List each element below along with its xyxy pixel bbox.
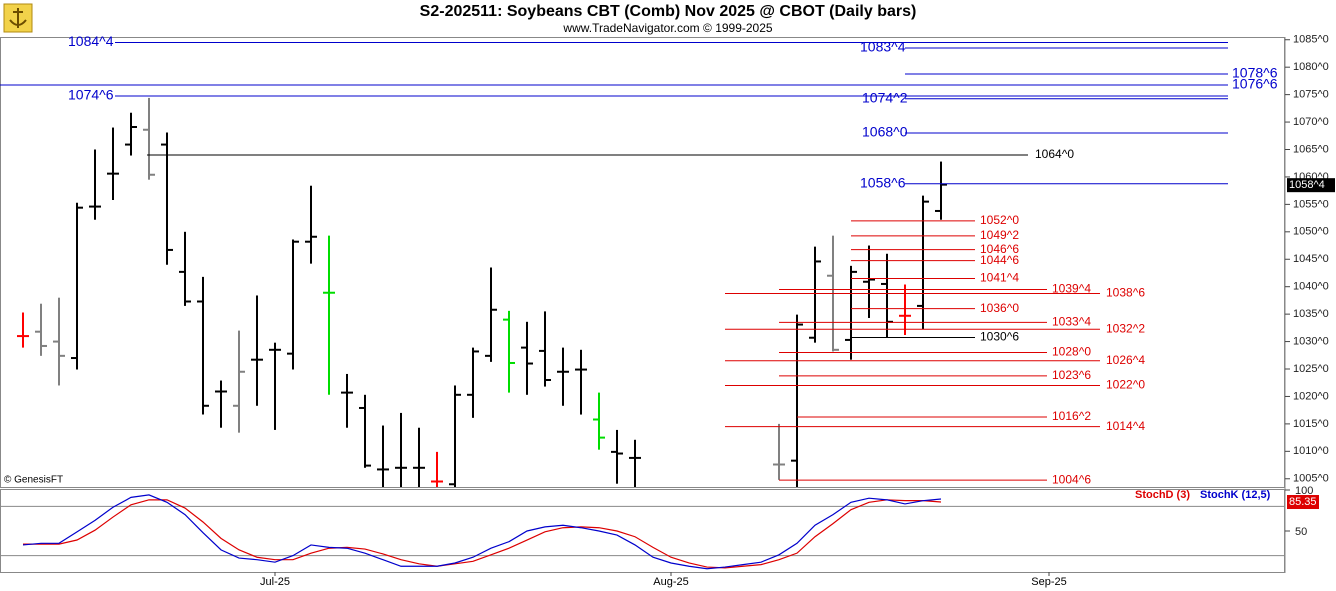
level-label: 1049^2: [980, 228, 1019, 242]
y-tick-label: 1065^0: [1293, 143, 1329, 155]
y-tick-label: 1070^0: [1293, 116, 1329, 128]
level-label: 1032^2: [1106, 321, 1145, 335]
y-tick-label: 1080^0: [1293, 61, 1329, 73]
level-label: 1038^6: [1106, 286, 1145, 300]
last-price-label: 1058^4: [1289, 179, 1325, 191]
y-tick-label: 1010^0: [1293, 445, 1329, 457]
y-tick-label: 1055^0: [1293, 198, 1329, 210]
level-label: 1074^2: [862, 89, 908, 105]
y-tick-label: 1085^0: [1293, 34, 1329, 46]
y-tick-label: 1035^0: [1293, 308, 1329, 320]
level-label: 1058^6: [860, 175, 906, 191]
last-price-box: [1287, 178, 1335, 193]
y-tick-label: 50: [1295, 526, 1307, 538]
level-label: 1074^6: [68, 87, 114, 103]
level-label: 1046^6: [980, 242, 1019, 256]
x-tick-label: Sep-25: [1031, 576, 1066, 588]
y-tick-label: 1030^0: [1293, 335, 1329, 347]
chart-title: S2-202511: Soybeans CBT (Comb) Nov 2025 …: [420, 3, 917, 20]
stoch-line: [22, 494, 942, 570]
level-label: 1084^4: [68, 33, 114, 49]
level-label: 1036^0: [980, 301, 1019, 315]
y-tick-label: 100: [1295, 485, 1313, 497]
x-tick-label: Aug-25: [653, 576, 688, 588]
level-label: 1044^6: [980, 253, 1019, 267]
level-label: 1052^0: [980, 213, 1019, 227]
level-label: 1028^0: [1052, 345, 1091, 359]
logo: [3, 3, 33, 33]
level-label: 1022^0: [1106, 378, 1145, 392]
y-tick-label: 1005^0: [1293, 473, 1329, 485]
y-tick-label: 1015^0: [1293, 418, 1329, 430]
y-tick-label: 1025^0: [1293, 363, 1329, 375]
y-tick-label: 1050^0: [1293, 226, 1329, 238]
level-label: 1014^4: [1106, 419, 1145, 433]
level-label: 1064^0: [1035, 147, 1074, 161]
level-label: 1026^4: [1106, 353, 1145, 367]
price-plot: [17, 97, 947, 487]
level-label: 1004^6: [1052, 472, 1091, 486]
legend-entry: StochK (12,5): [1200, 489, 1271, 501]
level-label: 1076^6: [1232, 76, 1278, 92]
level-label: 1083^4: [860, 39, 906, 55]
level-label: 1016^2: [1052, 409, 1091, 423]
level-label: 1078^6: [1232, 65, 1278, 81]
chart-subtitle: www.TradeNavigator.com © 1999-2025: [562, 21, 772, 35]
legend-entry: StochD (3): [1135, 489, 1190, 501]
stoch-value-box: [1287, 495, 1319, 510]
level-label: 1030^6: [980, 330, 1019, 344]
y-tick-label: 1075^0: [1293, 89, 1329, 101]
level-label: 1033^4: [1052, 315, 1091, 329]
level-label: 1023^6: [1052, 368, 1091, 382]
y-tick-label: 1020^0: [1293, 390, 1329, 402]
stoch-line: [23, 499, 942, 569]
level-label: 1039^4: [1052, 282, 1091, 296]
annotation: © GenesisFT: [4, 475, 63, 486]
x-tick-label: Jul-25: [260, 576, 290, 588]
y-tick-label: 1040^0: [1293, 281, 1329, 293]
stoch-value-label: 85.35: [1289, 496, 1317, 508]
y-tick-label: 1045^0: [1293, 253, 1329, 265]
level-label: 1041^4: [980, 271, 1019, 285]
level-label: 1068^0: [862, 124, 908, 140]
